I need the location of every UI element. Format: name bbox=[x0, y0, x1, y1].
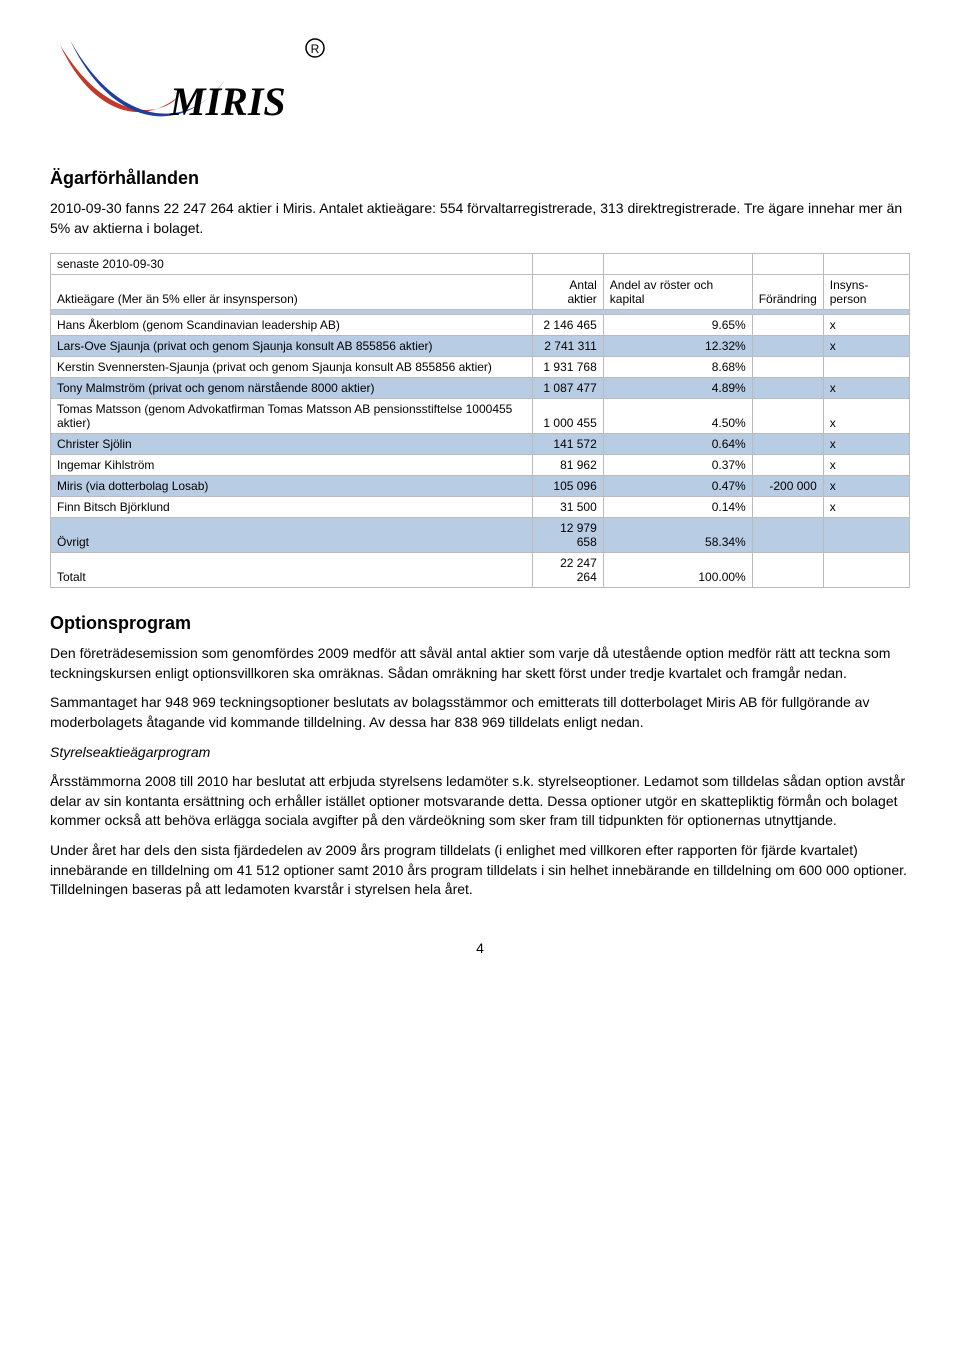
cell-change bbox=[752, 497, 823, 518]
cell-pct: 0.37% bbox=[603, 455, 752, 476]
cell-owner: Christer Sjölin bbox=[51, 434, 533, 455]
th-shares: Antal aktier bbox=[532, 275, 603, 310]
cell-insider: x bbox=[823, 434, 909, 455]
cell-insider: x bbox=[823, 378, 909, 399]
table-row: Ingemar Kihlström81 9620.37% x bbox=[51, 455, 910, 476]
cell-insider bbox=[823, 518, 909, 553]
cell-shares: 141 572 bbox=[532, 434, 603, 455]
cell-shares: 12 979 658 bbox=[532, 518, 603, 553]
logo-svg: MIRIS R bbox=[50, 30, 330, 140]
cell-change: -200 000 bbox=[752, 476, 823, 497]
subheading-board-program: Styrelseaktieägarprogram bbox=[50, 743, 910, 763]
para-options-1: Den företrädesemission som genomfördes 2… bbox=[50, 644, 910, 683]
logo-text: MIRIS bbox=[169, 79, 286, 124]
cell-shares: 1 000 455 bbox=[532, 399, 603, 434]
table-row: Kerstin Svennersten-Sjaunja (privat och … bbox=[51, 357, 910, 378]
cell-shares: 1 087 477 bbox=[532, 378, 603, 399]
logo: MIRIS R bbox=[50, 30, 910, 143]
para-options-2: Sammantaget har 948 969 teckningsoptione… bbox=[50, 693, 910, 732]
cell-pct: 8.68% bbox=[603, 357, 752, 378]
table-row: Övrigt12 979 65858.34% bbox=[51, 518, 910, 553]
cell-pct: 12.32% bbox=[603, 336, 752, 357]
cell-insider: x bbox=[823, 399, 909, 434]
cell-insider: x bbox=[823, 336, 909, 357]
page-number: 4 bbox=[50, 940, 910, 956]
table-row: Hans Åkerblom (genom Scandinavian leader… bbox=[51, 315, 910, 336]
table-row: Tony Malmström (privat och genom närståe… bbox=[51, 378, 910, 399]
cell-owner: Miris (via dotterbolag Losab) bbox=[51, 476, 533, 497]
cell-insider bbox=[823, 553, 909, 588]
logo-regmark: R bbox=[311, 42, 320, 56]
cell-shares: 31 500 bbox=[532, 497, 603, 518]
cell-change bbox=[752, 378, 823, 399]
cell-insider: x bbox=[823, 476, 909, 497]
cell-change bbox=[752, 336, 823, 357]
table-date: senaste 2010-09-30 bbox=[51, 254, 533, 275]
cell-shares: 2 146 465 bbox=[532, 315, 603, 336]
cell-change bbox=[752, 518, 823, 553]
cell-owner: Kerstin Svennersten-Sjaunja (privat och … bbox=[51, 357, 533, 378]
cell-owner: Hans Åkerblom (genom Scandinavian leader… bbox=[51, 315, 533, 336]
cell-insider: x bbox=[823, 455, 909, 476]
heading-options: Optionsprogram bbox=[50, 613, 910, 634]
cell-owner: Lars-Ove Sjaunja (privat och genom Sjaun… bbox=[51, 336, 533, 357]
cell-owner: Finn Bitsch Björklund bbox=[51, 497, 533, 518]
th-insider: Insyns-person bbox=[823, 275, 909, 310]
th-percent: Andel av röster och kapital bbox=[603, 275, 752, 310]
cell-owner: Ingemar Kihlström bbox=[51, 455, 533, 476]
cell-insider bbox=[823, 357, 909, 378]
cell-pct: 0.14% bbox=[603, 497, 752, 518]
cell-shares: 1 931 768 bbox=[532, 357, 603, 378]
cell-insider: x bbox=[823, 315, 909, 336]
shareholders-table: senaste 2010-09-30 Aktieägare (Mer än 5%… bbox=[50, 253, 910, 588]
cell-owner: Totalt bbox=[51, 553, 533, 588]
cell-change bbox=[752, 399, 823, 434]
cell-pct: 58.34% bbox=[603, 518, 752, 553]
para-options-4: Under året har dels den sista fjärdedele… bbox=[50, 841, 910, 900]
cell-pct: 0.64% bbox=[603, 434, 752, 455]
cell-change bbox=[752, 357, 823, 378]
cell-shares: 22 247 264 bbox=[532, 553, 603, 588]
cell-pct: 4.50% bbox=[603, 399, 752, 434]
cell-shares: 81 962 bbox=[532, 455, 603, 476]
cell-pct: 9.65% bbox=[603, 315, 752, 336]
table-row: Tomas Matsson (genom Advokatfirman Tomas… bbox=[51, 399, 910, 434]
cell-owner: Tomas Matsson (genom Advokatfirman Tomas… bbox=[51, 399, 533, 434]
cell-owner: Tony Malmström (privat och genom närståe… bbox=[51, 378, 533, 399]
cell-pct: 4.89% bbox=[603, 378, 752, 399]
cell-insider: x bbox=[823, 497, 909, 518]
cell-shares: 105 096 bbox=[532, 476, 603, 497]
cell-change bbox=[752, 455, 823, 476]
th-owner: Aktieägare (Mer än 5% eller är insynsper… bbox=[51, 275, 533, 310]
cell-owner: Övrigt bbox=[51, 518, 533, 553]
table-row: Lars-Ove Sjaunja (privat och genom Sjaun… bbox=[51, 336, 910, 357]
table-row: Miris (via dotterbolag Losab)105 0960.47… bbox=[51, 476, 910, 497]
cell-change bbox=[752, 315, 823, 336]
table-row: Finn Bitsch Björklund31 5000.14% x bbox=[51, 497, 910, 518]
para-ownership-1: 2010-09-30 fanns 22 247 264 aktier i Mir… bbox=[50, 199, 910, 238]
cell-change bbox=[752, 434, 823, 455]
table-row: Totalt22 247 264100.00% bbox=[51, 553, 910, 588]
heading-ownership: Ägarförhållanden bbox=[50, 168, 910, 189]
table-row: Christer Sjölin141 5720.64% x bbox=[51, 434, 910, 455]
cell-pct: 0.47% bbox=[603, 476, 752, 497]
th-change: Förändring bbox=[752, 275, 823, 310]
cell-shares: 2 741 311 bbox=[532, 336, 603, 357]
cell-change bbox=[752, 553, 823, 588]
para-options-3: Årsstämmorna 2008 till 2010 har beslutat… bbox=[50, 772, 910, 831]
cell-pct: 100.00% bbox=[603, 553, 752, 588]
